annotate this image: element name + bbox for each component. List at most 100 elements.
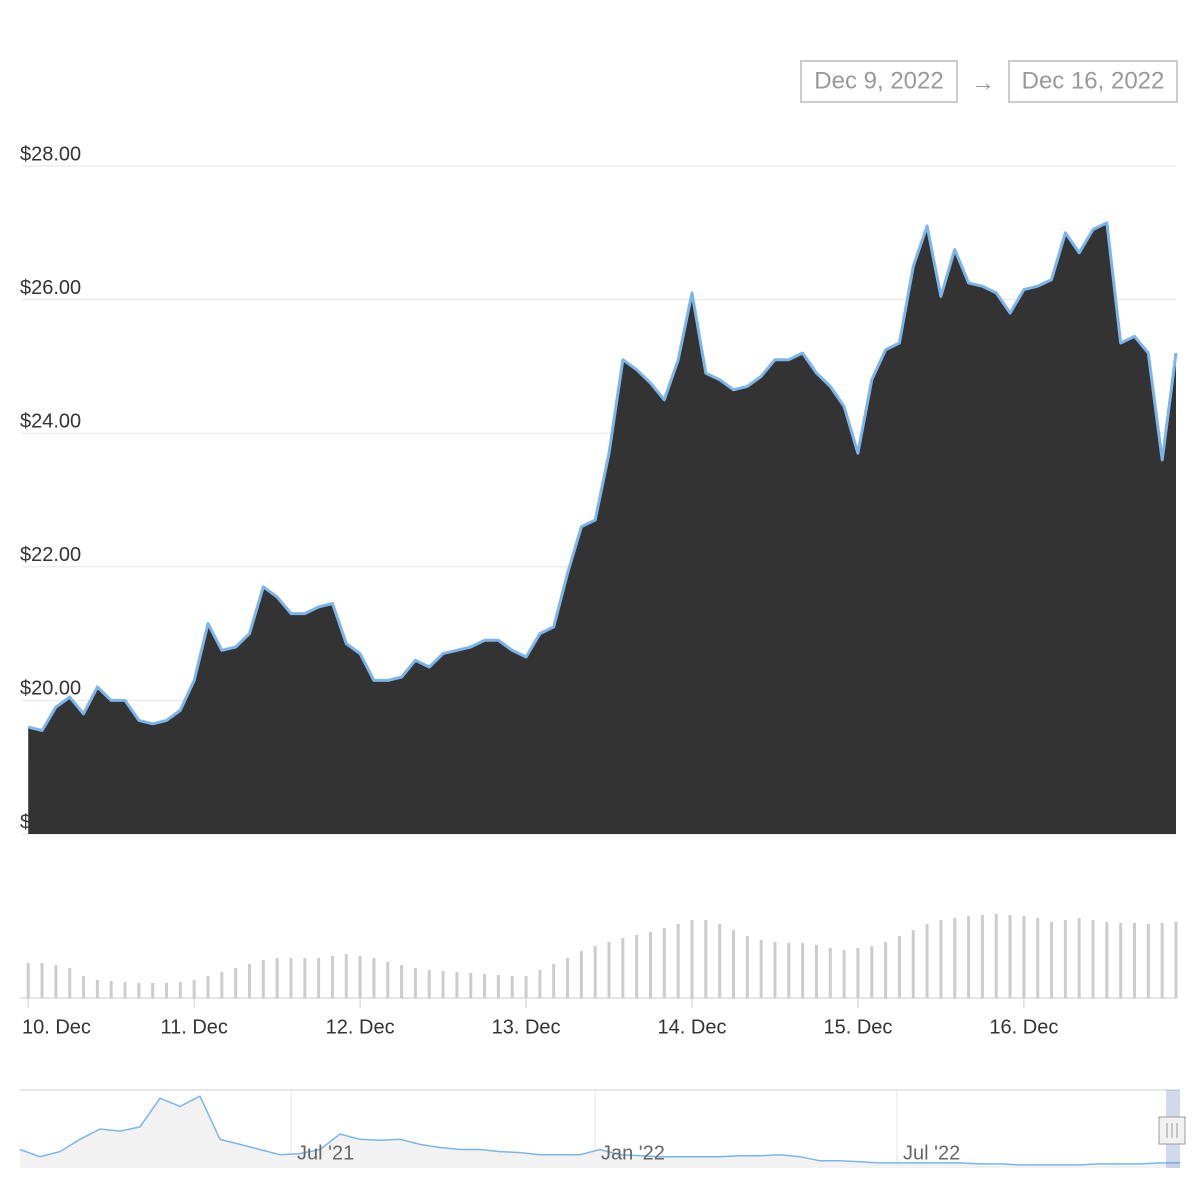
volume-bar: [54, 965, 58, 998]
volume-bar: [1160, 923, 1164, 998]
volume-bar: [109, 981, 113, 998]
volume-bar: [607, 942, 611, 998]
volume-bar: [1022, 916, 1026, 998]
volume-bar: [967, 916, 971, 998]
date-to-input[interactable]: [1008, 60, 1178, 103]
volume-bar: [1036, 918, 1040, 998]
x-tick-label: 13. Dec: [492, 1016, 561, 1038]
volume-bar: [82, 976, 86, 998]
volume-bar: [496, 975, 500, 998]
x-tick-label: 14. Dec: [658, 1016, 727, 1038]
volume-bar: [676, 924, 680, 998]
volume-bar: [1050, 922, 1054, 998]
volume-bar: [303, 958, 307, 998]
volume-bar: [469, 973, 473, 998]
volume-bar: [234, 968, 238, 998]
volume-bar: [759, 940, 763, 998]
volume-bar: [1091, 920, 1095, 998]
volume-bar: [165, 983, 169, 998]
volume-bar: [939, 920, 943, 998]
volume-bar: [413, 968, 417, 998]
volume-bar: [1008, 915, 1012, 998]
y-tick-label: $22.00: [20, 544, 81, 566]
volume-bar: [206, 976, 210, 998]
volume-bar: [1174, 922, 1178, 998]
volume-bar: [26, 963, 30, 998]
volume-bar: [704, 920, 708, 998]
volume-bar: [649, 932, 653, 998]
x-tick-label: 10. Dec: [22, 1016, 91, 1038]
navigator-handle[interactable]: [1158, 1116, 1186, 1145]
volume-bar: [483, 974, 487, 998]
volume-bar: [870, 946, 874, 998]
volume-bar: [856, 948, 860, 998]
volume-bar: [566, 958, 570, 998]
date-from-input[interactable]: [800, 60, 958, 103]
volume-bar: [787, 943, 791, 998]
volume-bar: [137, 983, 141, 998]
volume-bar: [95, 980, 99, 998]
volume-bar: [953, 918, 957, 998]
volume-bar: [897, 936, 901, 998]
navigator-tick-label: Jan '22: [601, 1142, 665, 1164]
volume-bar: [1119, 923, 1123, 998]
volume-bar: [579, 951, 583, 998]
volume-bar: [427, 970, 431, 998]
volume-bar: [178, 982, 182, 998]
volume-bar: [275, 958, 279, 998]
volume-bar: [317, 958, 321, 998]
volume-bar: [40, 963, 44, 998]
volume-bar: [289, 958, 293, 998]
date-from: Dec 9, 2022: [814, 67, 943, 94]
volume-bar: [123, 982, 127, 998]
volume-bar: [635, 935, 639, 998]
volume-bar: [344, 954, 348, 998]
volume-bar: [510, 976, 514, 998]
volume-bar: [151, 983, 155, 998]
y-tick-label: $26.00: [20, 277, 81, 299]
x-tick-label: 11. Dec: [160, 1016, 227, 1038]
volume-bar: [1146, 924, 1150, 998]
navigator-tick-label: Jul '21: [297, 1142, 354, 1164]
volume-bar: [828, 948, 832, 998]
y-tick-label: $18.00: [20, 811, 81, 833]
volume-bar: [441, 971, 445, 998]
date-to: Dec 16, 2022: [1022, 67, 1165, 94]
volume-bar: [690, 920, 694, 998]
navigator-area: [20, 1096, 1180, 1168]
volume-bar: [524, 976, 528, 998]
volume-bar: [386, 962, 390, 998]
volume-bar: [330, 956, 334, 998]
volume-bar: [745, 936, 749, 998]
volume-bar: [621, 938, 625, 998]
volume-bar: [220, 972, 224, 998]
volume-bar: [538, 970, 542, 998]
date-separator: →: [971, 69, 995, 96]
volume-bar: [400, 965, 404, 998]
volume-bar: [925, 924, 929, 998]
volume-bar: [455, 972, 459, 998]
x-tick-label: 12. Dec: [326, 1016, 395, 1038]
volume-bar: [814, 945, 818, 998]
price-area: [28, 222, 1177, 835]
volume-bar: [372, 958, 376, 998]
volume-bar: [593, 946, 597, 998]
volume-bar: [552, 964, 556, 998]
volume-bar: [247, 964, 251, 998]
volume-bar: [801, 943, 805, 998]
volume-bar: [1105, 922, 1109, 998]
volume-bar: [773, 942, 777, 998]
volume-bar: [911, 930, 915, 998]
volume-bar: [842, 950, 846, 998]
volume-bar: [261, 960, 265, 998]
volume-bar: [731, 930, 735, 998]
volume-bar: [980, 915, 984, 998]
volume-bar: [884, 942, 888, 998]
volume-bar: [718, 924, 722, 998]
x-tick-label: 16. Dec: [989, 1016, 1058, 1038]
x-tick-label: 15. Dec: [823, 1016, 892, 1038]
volume-bar: [1063, 920, 1067, 998]
volume-bar: [994, 914, 998, 998]
navigator-tick-label: Jul '22: [903, 1142, 960, 1164]
